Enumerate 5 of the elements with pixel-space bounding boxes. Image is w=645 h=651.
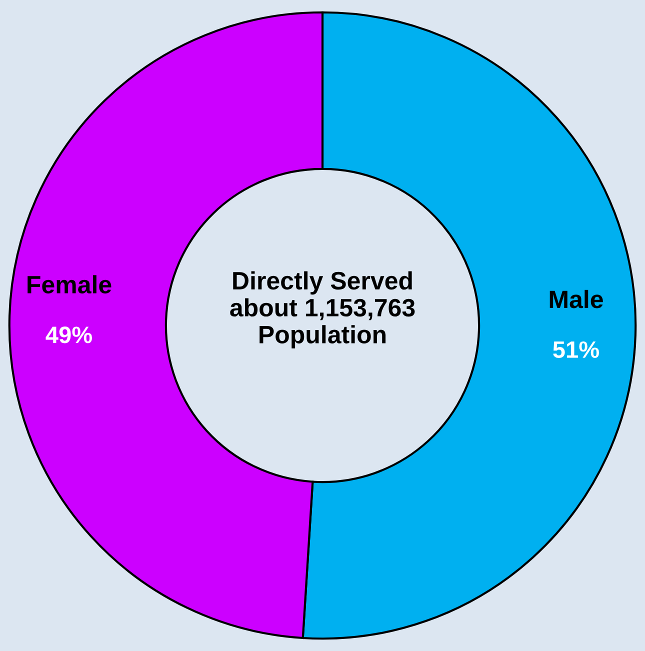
slice-label: Female xyxy=(28,275,112,294)
data-label: 49% xyxy=(46,326,92,344)
text: Directly Served about 1,153,763 Population xyxy=(230,271,415,348)
slice-label: Male xyxy=(550,290,603,308)
data-label: 51% xyxy=(553,341,599,358)
